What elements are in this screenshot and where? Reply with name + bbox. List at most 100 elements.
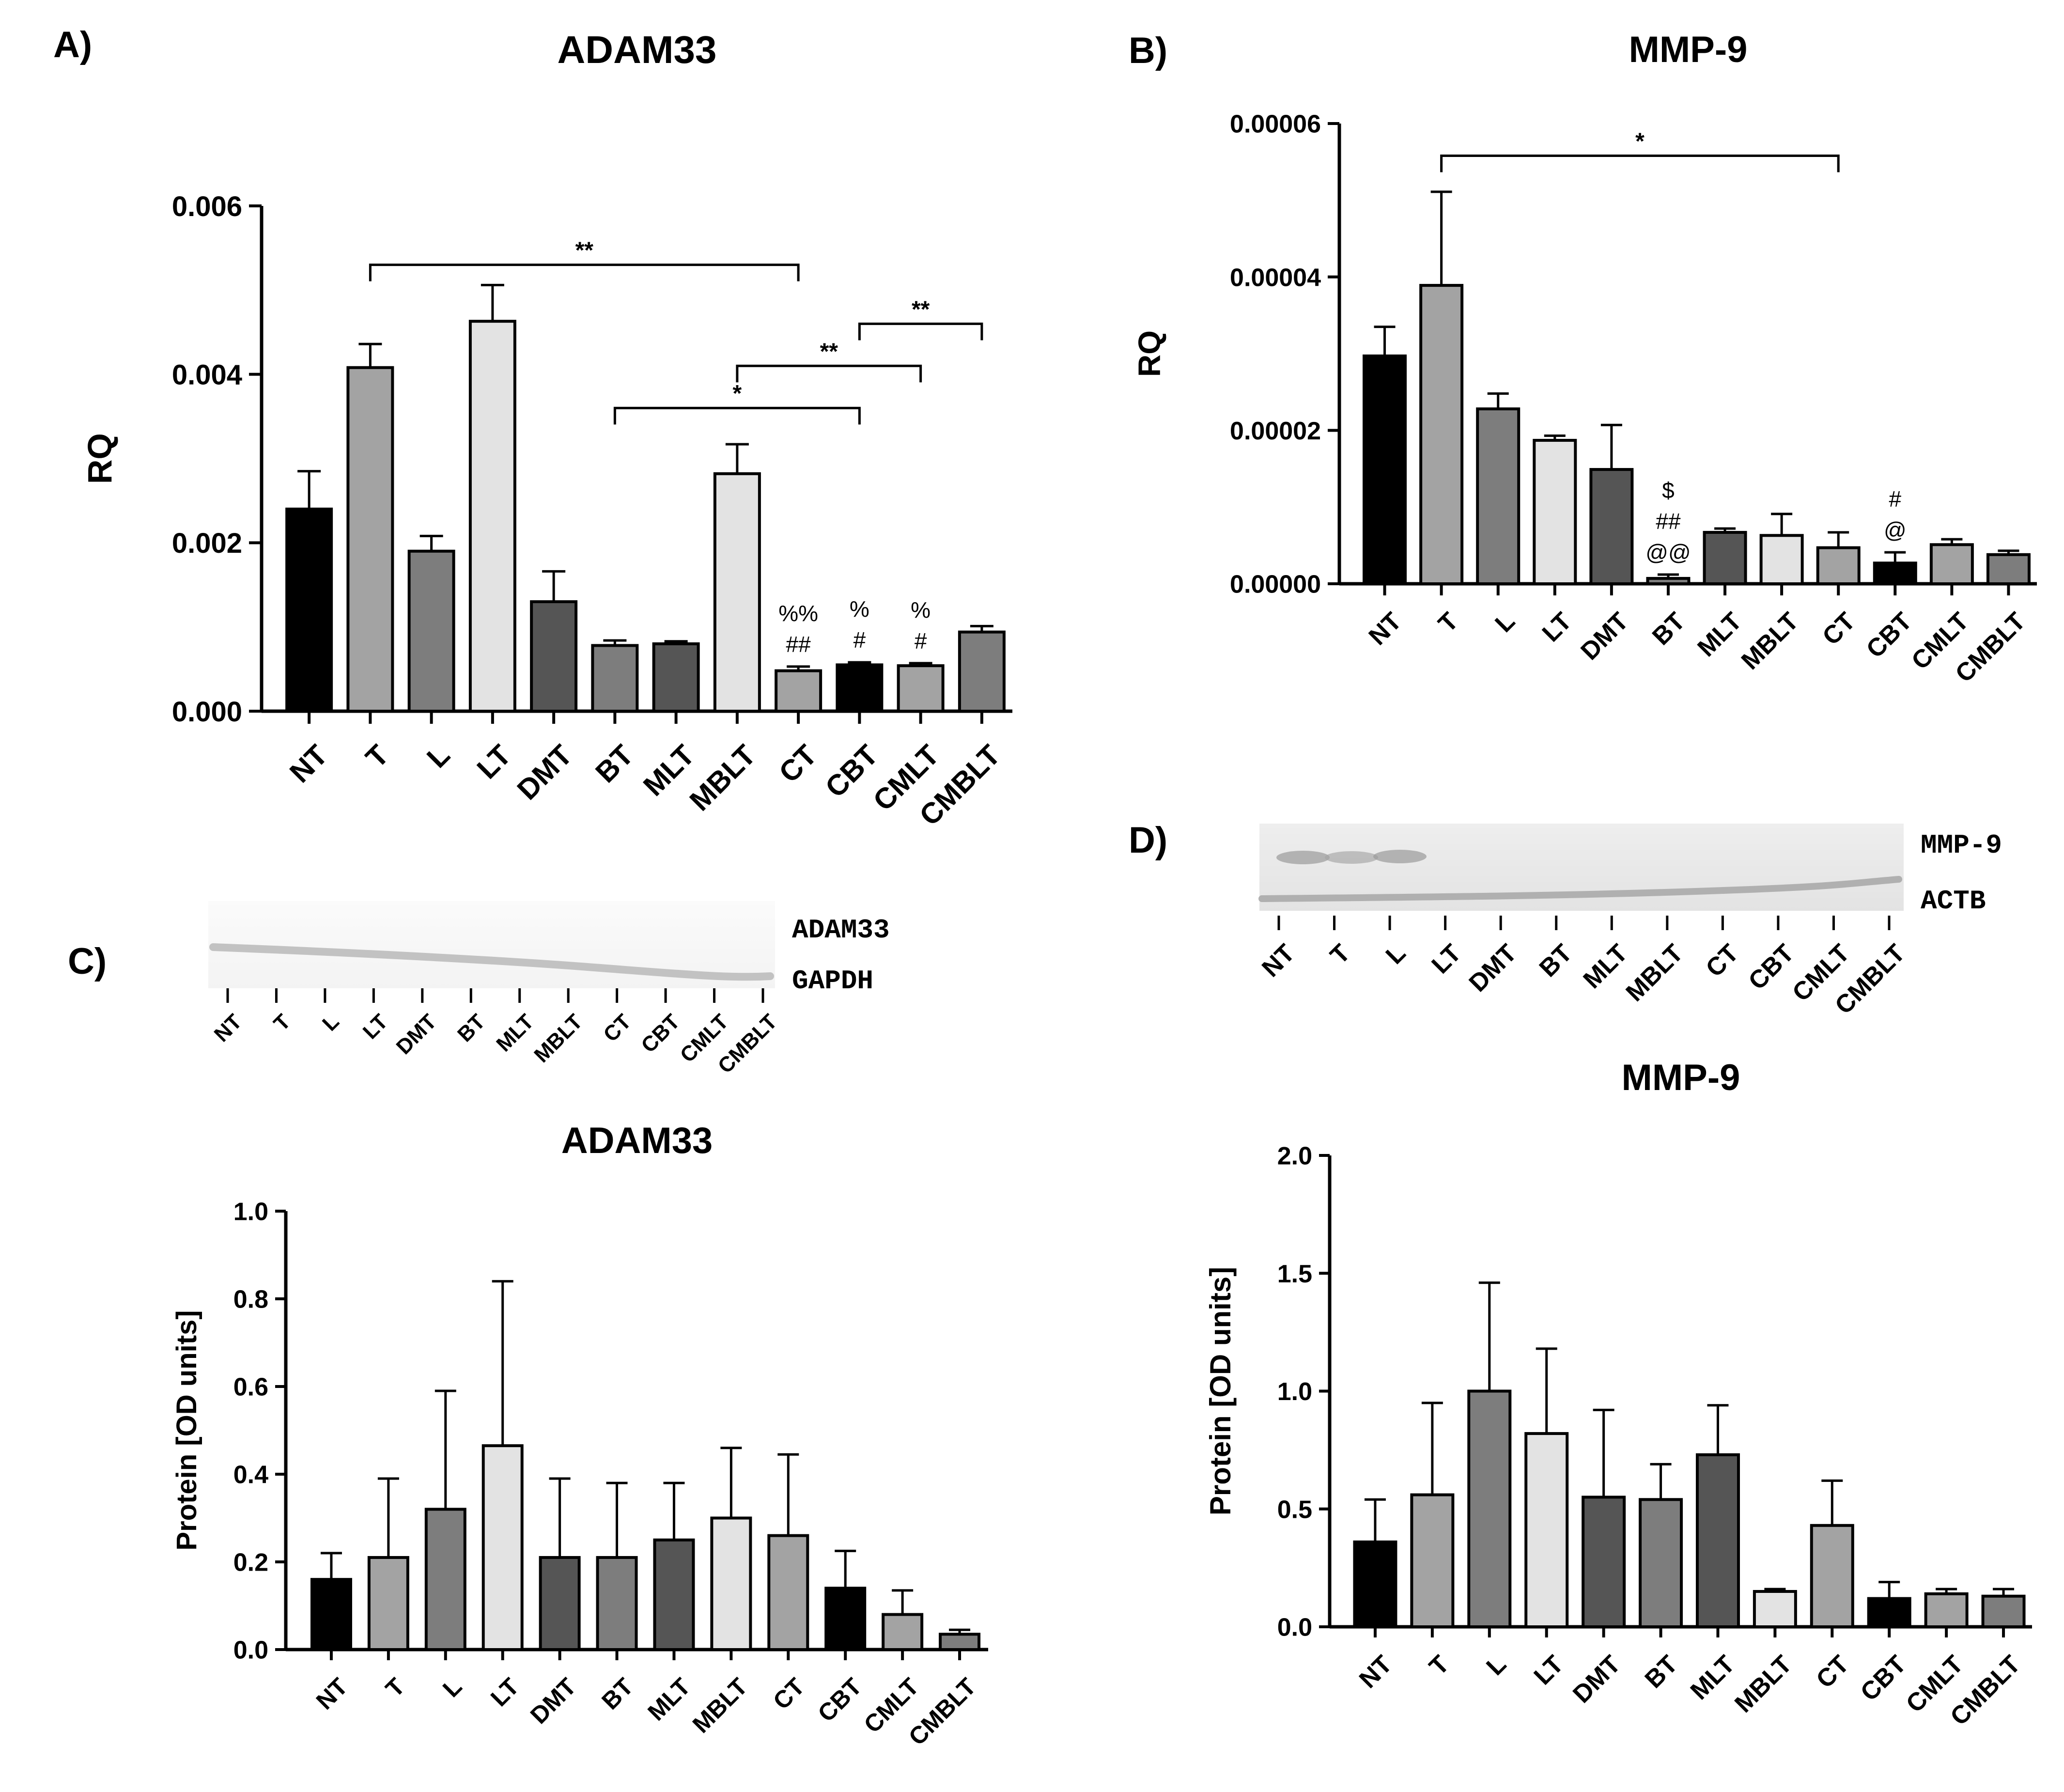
significance-marker: ## (786, 632, 811, 657)
y-tick-label: 0.0 (233, 1636, 268, 1665)
x-tick-label-dmt: DMT (511, 739, 578, 806)
y-tick-label: 0.00000 (1230, 571, 1321, 599)
bar-cmlt (882, 1613, 924, 1652)
significance-marker: @@ (1645, 540, 1691, 565)
bar-bt (591, 644, 639, 713)
y-tick-label: 0.004 (172, 359, 242, 391)
x-tick-label-l: L (420, 739, 456, 774)
bar-mlt (1703, 530, 1747, 585)
x-tick-label-ct: CT (1811, 1650, 1854, 1694)
bar-lt (468, 320, 516, 713)
bar-t (367, 1556, 409, 1651)
bar-mblt (1753, 1590, 1797, 1628)
significance-marker: # (854, 627, 866, 653)
x-tick-label-mblt: MBLT (1736, 607, 1804, 675)
y-tick-label: 0.00002 (1230, 417, 1321, 445)
x-tick-label-ct: CT (1817, 607, 1861, 651)
bar-nt (1363, 354, 1407, 585)
blot-d-label-actb: ACTB (1921, 886, 1986, 917)
bar-ct (1816, 546, 1861, 586)
x-tick-label-nt: NT (1364, 607, 1407, 651)
blot-lane-label-ct: CT (1701, 939, 1744, 982)
y-tick-label: 0.0 (1277, 1614, 1312, 1642)
blot-d-mmp9-band-l (1373, 850, 1427, 863)
chart-d-title: MMP-9 (1622, 1057, 1740, 1098)
bar-cmblt (1981, 1594, 2026, 1628)
chart-d-mmp9-protein: MMP-9 Protein [OD units] 0.0 0.5 1.0 1.5 2.0 NT… (1204, 1057, 2032, 1731)
bar-mblt (1759, 534, 1804, 585)
blot-c-gapdh-band (209, 943, 774, 981)
blot-lane-label-l: L (318, 1010, 344, 1036)
blot-lane-label-bt: BT (453, 1010, 490, 1046)
y-tick-label: 1.0 (1277, 1378, 1312, 1406)
x-tick-label-ct: CT (768, 1673, 810, 1715)
bar-t (1419, 284, 1464, 585)
y-tick-label: 0.002 (172, 528, 242, 559)
bar-bt (596, 1556, 638, 1651)
blot-lane-label-mblt: MBLT (529, 1010, 587, 1067)
significance-label: ** (912, 296, 930, 322)
significance-marker: # (1889, 486, 1901, 512)
x-tick-label-bt: BT (1640, 1650, 1683, 1694)
blot-lane-label-lt: LT (358, 1010, 392, 1044)
x-tick-label-lt: LT (485, 1673, 524, 1712)
blot-d-mmp9-band-t (1325, 851, 1378, 864)
significance-marker: @ (1884, 517, 1907, 543)
chart-b-title: MMP-9 (1629, 29, 1748, 70)
x-tick-label-dmt: DMT (525, 1673, 581, 1729)
blot-lane-label-l: L (1381, 939, 1411, 969)
bar-cmlt (1924, 1592, 1969, 1628)
bar-l (424, 1508, 466, 1651)
y-tick-label: 0.6 (233, 1373, 268, 1402)
significance-marker: %% (778, 601, 818, 626)
panel-label-a: A) (53, 24, 92, 65)
chart-c-adam33-protein: ADAM33 Protein [OD units] 0.0 0.2 0.4 0.6 0.8 1… (171, 1120, 988, 1751)
bar-cmlt (897, 664, 945, 713)
bar-mlt (1695, 1453, 1740, 1628)
bar-nt (285, 507, 333, 713)
bar-mlt (652, 642, 700, 713)
x-tick-label-t: T (359, 739, 395, 774)
blot-lane-label-bt: BT (1534, 939, 1578, 982)
bar-bt (1639, 1498, 1683, 1629)
bar-cbt (836, 663, 884, 713)
bar-bt (1646, 577, 1691, 585)
x-tick-label-l: L (1481, 1650, 1512, 1681)
y-tick-label: 0.5 (1277, 1496, 1312, 1524)
blot-lane-label-mblt: MBLT (1621, 939, 1689, 1007)
bar-t (1410, 1493, 1455, 1629)
x-tick-label-ct: CT (773, 739, 823, 789)
blot-lane-label-nt: NT (210, 1010, 247, 1046)
y-axis-label: RQ (81, 433, 119, 484)
significance-label: * (1635, 129, 1645, 155)
bar-cbt (1867, 1597, 1911, 1629)
bar-l (407, 549, 455, 713)
significance-label: ** (575, 238, 594, 264)
significance-label: * (733, 381, 742, 406)
blot-lane-label-lt: LT (1427, 939, 1467, 979)
x-tick-label-lt: LT (1529, 1650, 1569, 1690)
x-tick-label-t: T (380, 1673, 410, 1702)
bar-dmt (1582, 1496, 1626, 1629)
x-tick-label-mblt: MBLT (687, 1673, 753, 1738)
bar-mblt (713, 472, 761, 713)
y-tick-label: 1.0 (233, 1198, 268, 1226)
bar-cbt (1873, 561, 1917, 585)
bar-dmt (1589, 468, 1634, 585)
significance-bracket (1440, 155, 1840, 172)
significance-marker: $ (1662, 478, 1675, 503)
chart-a-title: ADAM33 (558, 28, 717, 71)
blot-d-actb-band (1258, 876, 1902, 902)
bar-cbt (824, 1587, 867, 1652)
blot-lane-label-t: T (269, 1010, 295, 1036)
significance-marker: # (915, 628, 927, 654)
bar-nt (310, 1578, 352, 1651)
y-tick-label: 0.4 (233, 1461, 268, 1489)
bar-dmt (530, 600, 578, 713)
bar-lt (481, 1444, 524, 1652)
bar-mlt (653, 1538, 695, 1651)
panel-label-c: C) (68, 941, 107, 982)
blot-lane-label-dmt: DMT (1464, 939, 1522, 997)
